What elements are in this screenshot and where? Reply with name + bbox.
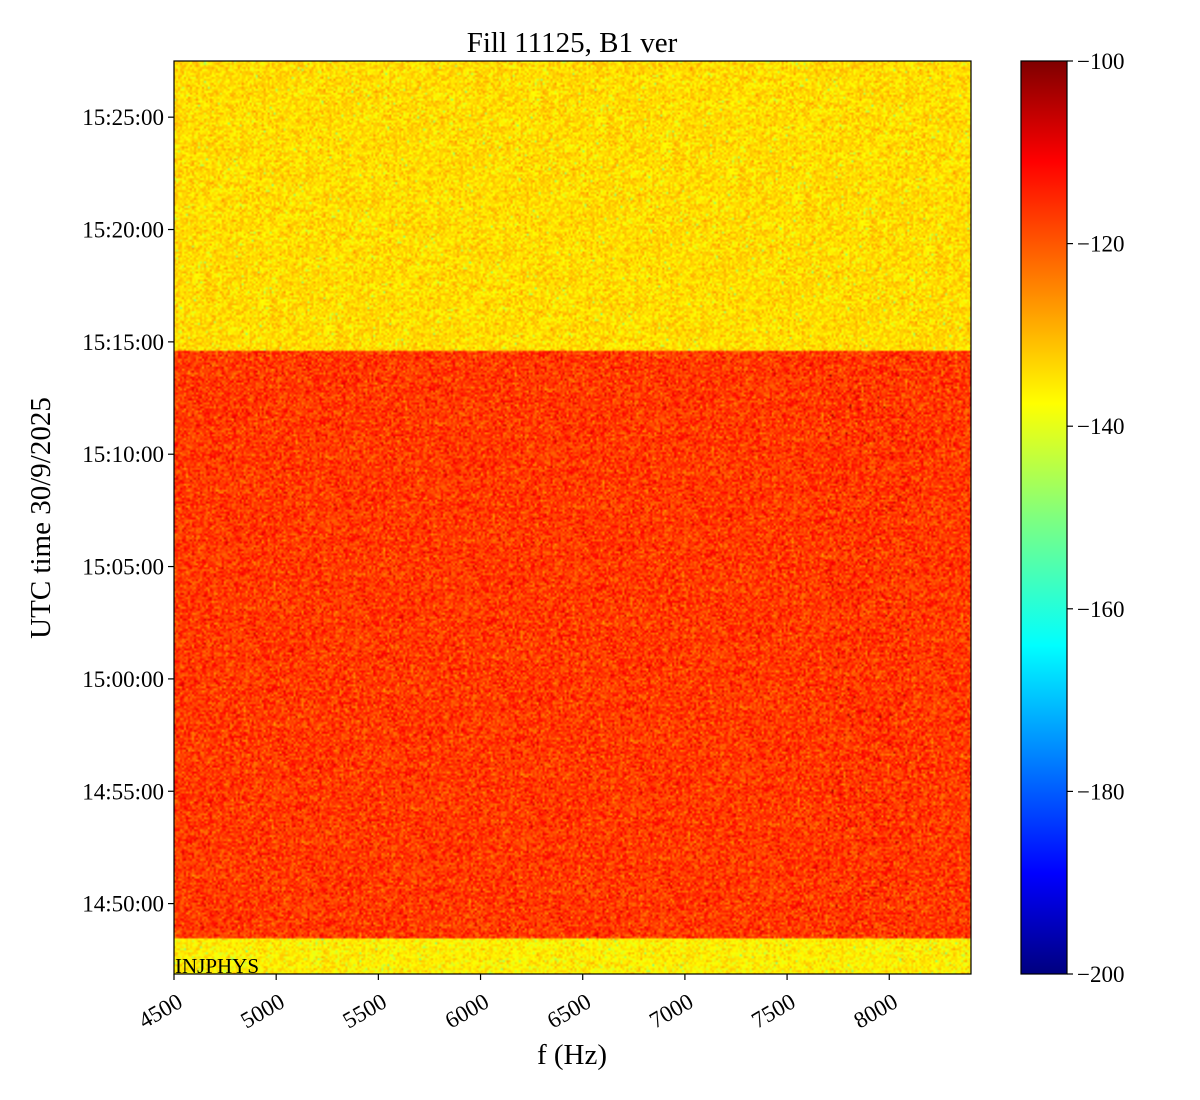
y-tick-label: 15:10:00 [82, 442, 164, 467]
x-tick-label: 7500 [747, 989, 799, 1034]
chart-title: Fill 11125, B1 ver [467, 27, 678, 59]
colorbar-tick-label: −160 [1077, 597, 1124, 622]
x-tick-label: 6500 [543, 989, 595, 1034]
y-tick-label: 15:20:00 [82, 218, 164, 243]
x-axis-ticks: 4500 5000 5500 6000 6500 7000 7500 8000 [134, 974, 902, 1033]
y-tick-label: 14:55:00 [82, 779, 164, 804]
colorbar-gradient [1020, 60, 1068, 975]
x-tick-label: 8000 [849, 989, 901, 1034]
colorbar-tick-label: −140 [1077, 414, 1124, 439]
colorbar-tick-label: −100 [1077, 49, 1124, 74]
spectrogram-image [174, 61, 971, 974]
x-tick-label: 7000 [645, 989, 697, 1034]
colorbar-ticks: −200 −180 −160 −140 −120 −100 [1067, 49, 1124, 987]
colorbar-tick-label: −180 [1077, 779, 1124, 804]
colorbar-tick-label: −120 [1077, 232, 1124, 257]
colorbar-tick-label: −200 [1077, 962, 1124, 987]
x-tick-label: 5500 [339, 989, 391, 1034]
x-axis-label: f (Hz) [537, 1039, 607, 1071]
y-tick-label: 15:25:00 [82, 105, 164, 130]
y-tick-label: 15:05:00 [82, 555, 164, 580]
y-tick-label: 15:15:00 [82, 330, 164, 355]
injphys-annotation: INJPHYS [175, 954, 259, 978]
x-tick-label: 6000 [441, 989, 493, 1034]
y-tick-label: 15:00:00 [82, 667, 164, 692]
colorbar: −200 −180 −160 −140 −120 −100 [1020, 49, 1124, 987]
x-tick-label: 4500 [134, 989, 186, 1034]
y-axis-ticks: 14:50:00 14:55:00 15:00:00 15:05:00 15:10:00… [82, 105, 174, 917]
y-axis-label: UTC time 30/9/2025 [25, 397, 57, 639]
y-tick-label: 14:50:00 [82, 892, 164, 917]
spectrogram-plot: INJPHYS [173, 60, 972, 978]
x-tick-label: 5000 [236, 989, 288, 1034]
plot-frame [173, 60, 972, 975]
